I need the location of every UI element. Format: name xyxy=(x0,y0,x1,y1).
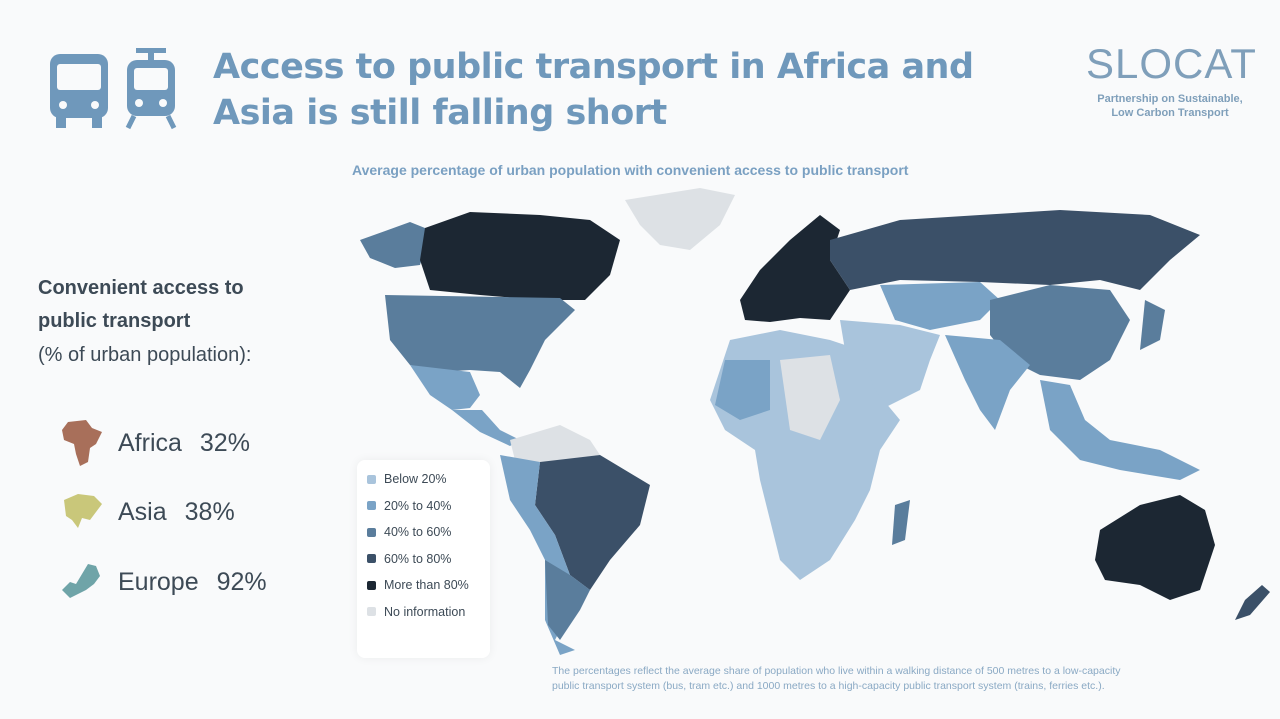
india xyxy=(945,335,1030,430)
region-value: 32% xyxy=(199,428,250,457)
legend-swatch xyxy=(367,501,376,511)
tram-icon xyxy=(124,48,178,135)
canada xyxy=(420,212,620,300)
brazil xyxy=(535,455,650,590)
legend-label: Below 20% xyxy=(384,472,447,487)
page-title: Access to public transport in Africa and… xyxy=(213,47,974,133)
greenland xyxy=(625,188,735,250)
sidebar-heading: Convenient access to public transport xyxy=(38,277,244,332)
legend-item: Below 20% xyxy=(357,466,490,493)
map-title: Average percentage of urban population w… xyxy=(352,162,909,178)
legend-item: More than 80% xyxy=(357,572,490,599)
africa-icon xyxy=(62,420,102,466)
asia-icon xyxy=(64,494,102,528)
legend-swatch xyxy=(367,474,376,484)
alaska xyxy=(360,222,430,268)
sidebar-subheading: (% of urban population): xyxy=(38,344,252,366)
legend-label: 60% to 80% xyxy=(384,551,452,566)
central-america xyxy=(452,410,520,446)
legend-item: 20% to 40% xyxy=(357,493,490,520)
legend-label: No information xyxy=(384,604,466,619)
logo-tagline: Partnership on Sustainable, Low Carbon Tr… xyxy=(1097,93,1243,119)
central-asia xyxy=(880,282,1000,330)
se-asia xyxy=(1040,380,1200,480)
legend-item: No information xyxy=(357,599,490,626)
logo: SLOCAT xyxy=(1086,40,1257,87)
new-zealand xyxy=(1235,585,1270,620)
west-africa xyxy=(715,360,770,420)
region-africa: Africa 32% xyxy=(60,418,250,468)
region-value: 92% xyxy=(216,567,267,596)
legend-swatch xyxy=(367,554,376,564)
legend-label: 20% to 40% xyxy=(384,498,452,513)
mexico xyxy=(410,365,480,410)
legend-label: 40% to 60% xyxy=(384,525,452,540)
argentina xyxy=(545,560,590,640)
australia xyxy=(1095,495,1215,600)
europe xyxy=(740,215,850,322)
china xyxy=(990,285,1130,380)
europe-icon xyxy=(62,564,100,598)
region-value: 38% xyxy=(184,497,235,526)
region-name: Asia xyxy=(118,497,167,526)
legend-swatch xyxy=(367,527,376,537)
japan xyxy=(1140,300,1165,350)
bus-icon xyxy=(48,50,110,135)
legend-item: 60% to 80% xyxy=(357,546,490,573)
region-name: Africa xyxy=(118,428,182,457)
legend-item: 40% to 60% xyxy=(357,519,490,546)
region-europe: Europe 92% xyxy=(60,560,267,604)
footnote: The percentages reflect the average shar… xyxy=(552,665,1121,692)
legend-label: More than 80% xyxy=(384,578,469,593)
sahara-noinfo xyxy=(780,355,840,440)
south-america-north xyxy=(510,425,600,470)
region-name: Europe xyxy=(118,567,199,596)
map-legend: Below 20% 20% to 40% 40% to 60% 60% to 8… xyxy=(357,460,490,658)
madagascar xyxy=(892,500,910,545)
usa xyxy=(385,295,575,388)
legend-swatch xyxy=(367,607,376,617)
russia xyxy=(830,210,1200,290)
region-asia: Asia 38% xyxy=(60,490,235,534)
legend-swatch xyxy=(367,580,376,590)
